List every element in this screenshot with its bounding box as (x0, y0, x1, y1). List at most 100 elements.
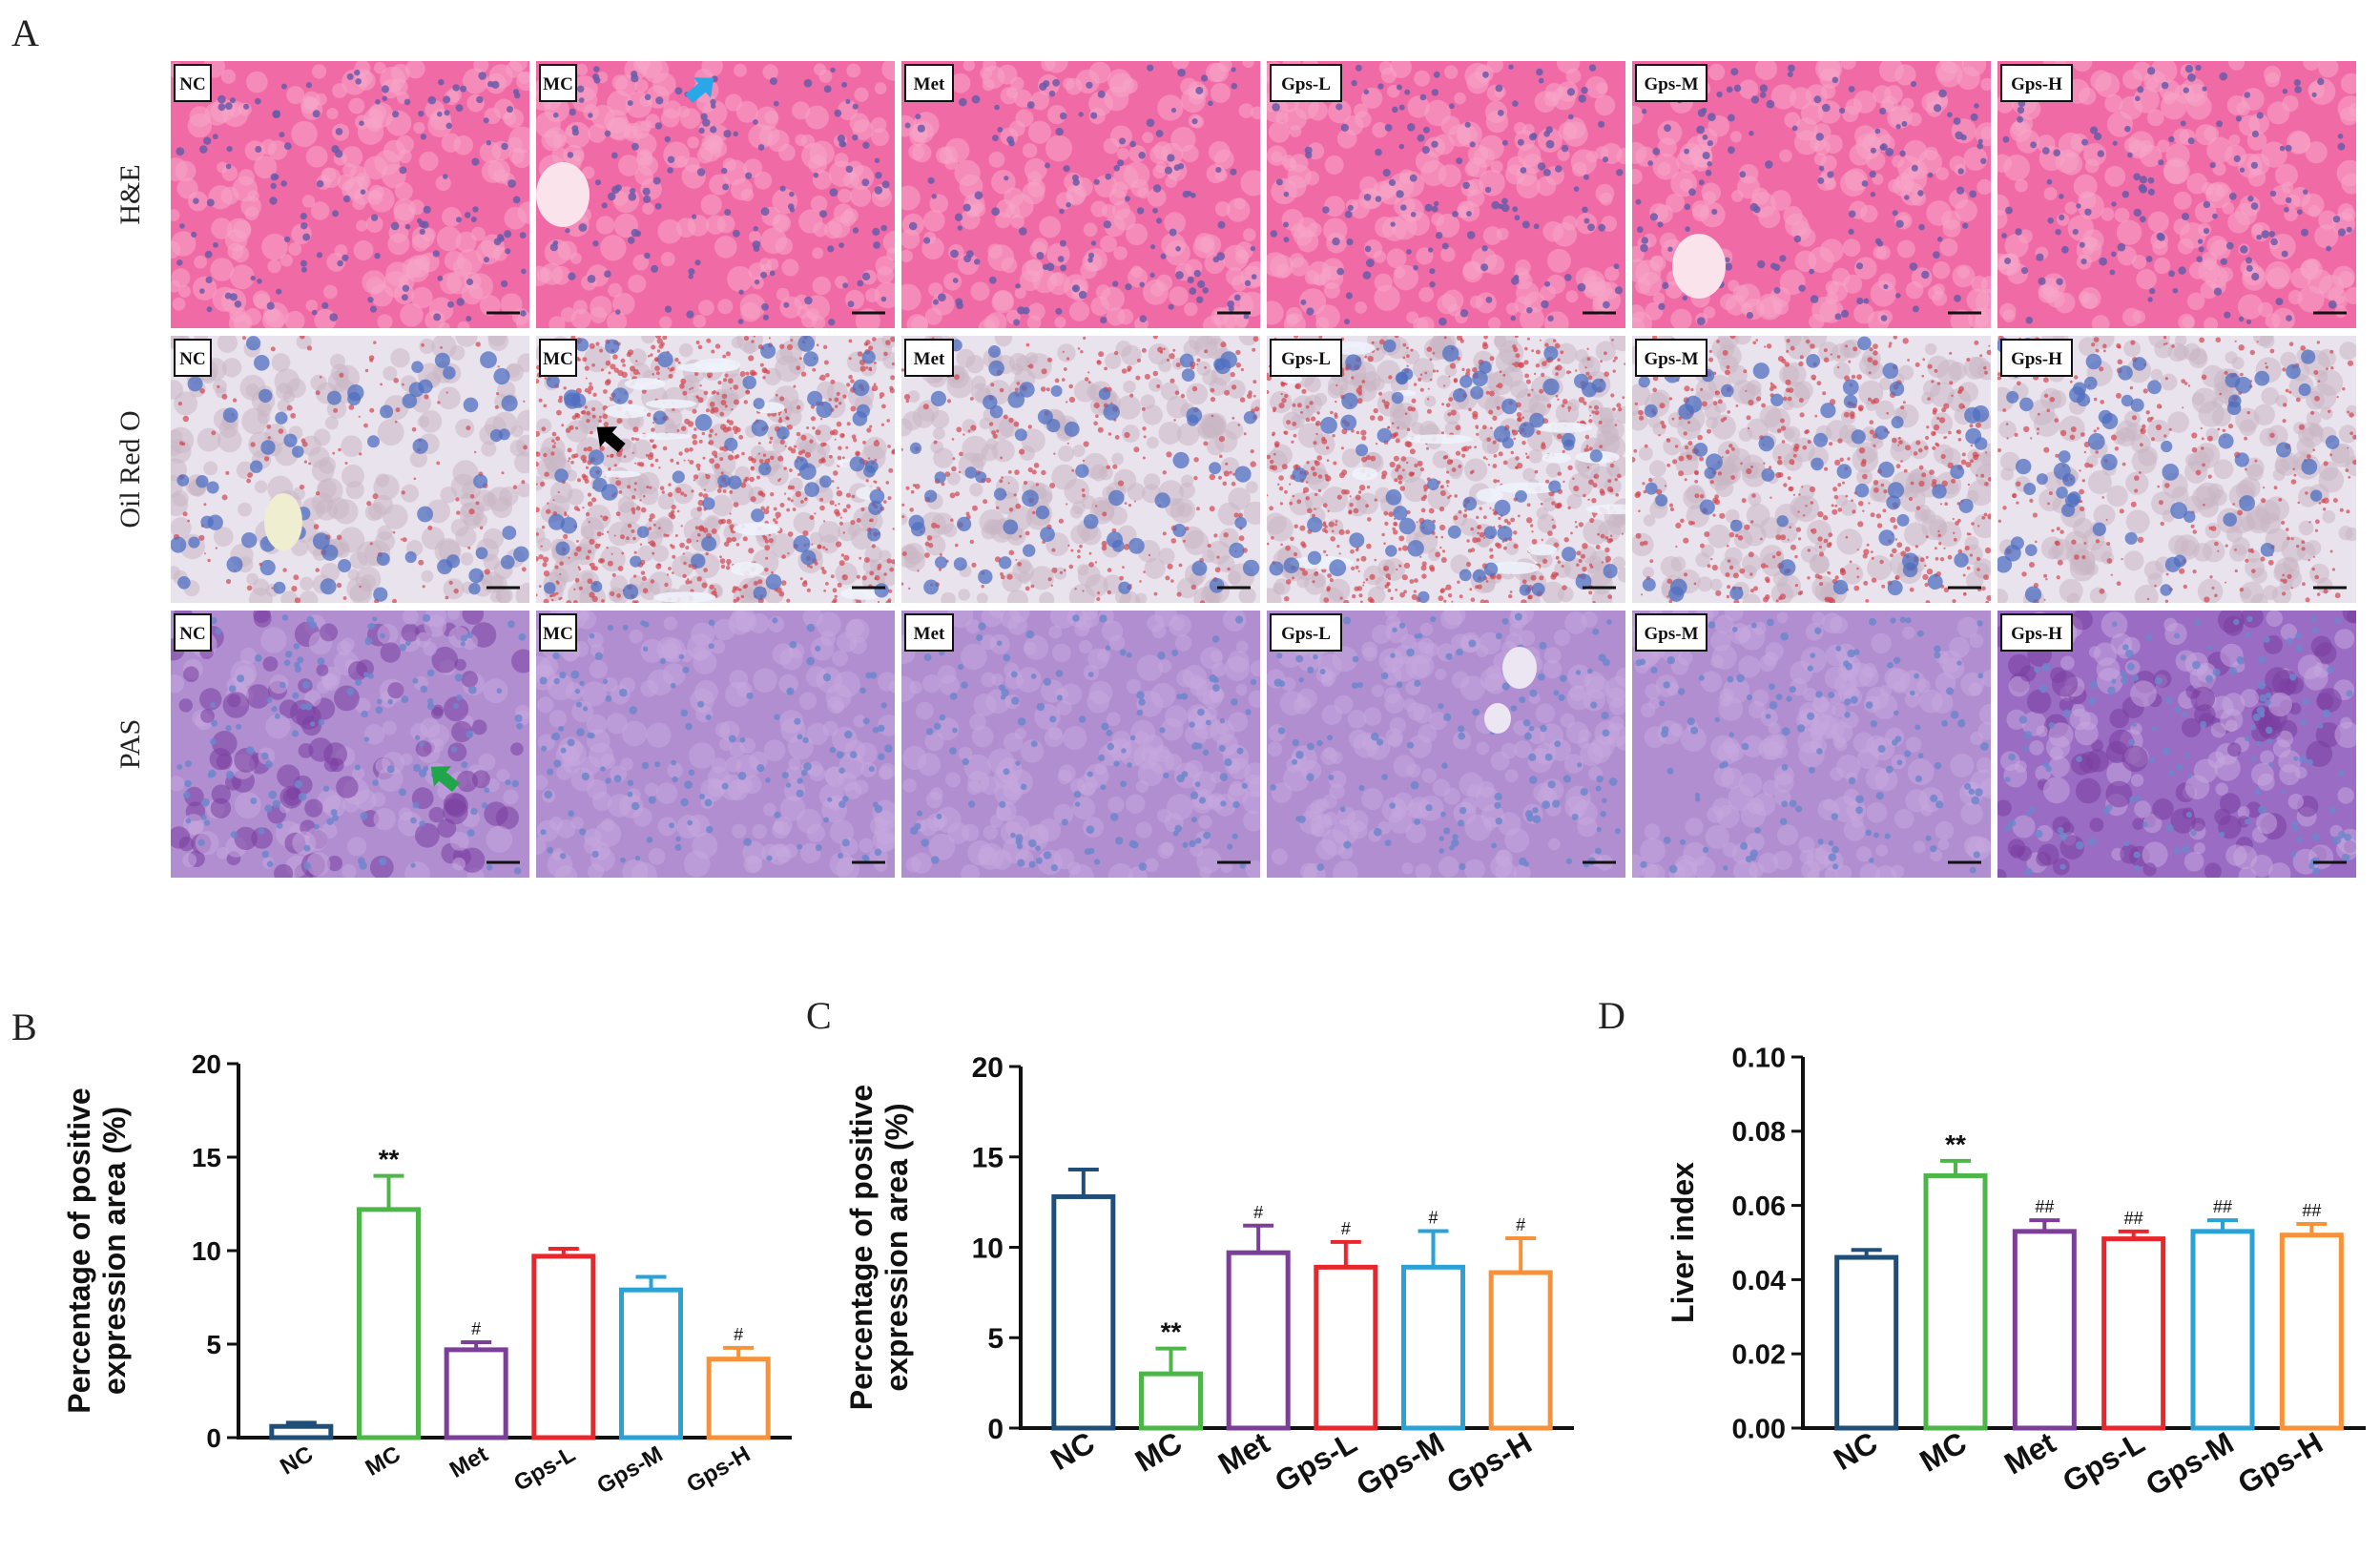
micrograph-tile: Met (901, 336, 1260, 603)
bar-nc (1834, 1254, 1899, 1431)
group-label: Gps-H (2011, 74, 2062, 94)
panel-label-c: C (806, 994, 832, 1037)
x-tick-label: MC (362, 1441, 405, 1481)
y-axis-title-line: Liver index (1666, 1162, 1700, 1323)
y-tick-label: 0.10 (1732, 1043, 1786, 1073)
micrograph-tile: NC (171, 336, 529, 603)
micrograph-tile: MC (536, 336, 895, 603)
y-tick-label: 0 (206, 1423, 221, 1453)
x-tick-label: MC (1914, 1425, 1972, 1479)
row-label: Oil Red O (114, 410, 146, 528)
group-label-box (539, 339, 577, 377)
group-label: Met (914, 624, 945, 644)
group-label-box (1635, 339, 1707, 377)
panel-label-a: A (11, 11, 39, 54)
significance-label: ** (379, 1145, 400, 1174)
panel-a-micrographs: A H&E Oil Red O PAS NC MC Met Gps-L Gps-M Gps-H NC… (11, 11, 2356, 878)
x-tick-label: NC (1045, 1425, 1100, 1477)
group-label-box (1635, 64, 1707, 102)
y-axis-title: Percentage of positiveexpression area (%… (844, 1085, 914, 1410)
group-label: Gps-H (2011, 349, 2062, 369)
group-label: Gps-H (2011, 624, 2062, 644)
y-tick-label: 5 (206, 1330, 221, 1359)
group-label-box (539, 64, 577, 102)
y-tick-label: 10 (192, 1236, 221, 1266)
x-tick-label: Gps-H (1441, 1425, 1538, 1501)
y-tick-label: 0.00 (1732, 1414, 1786, 1444)
chart-panel-c: C 0 5 10 15 20 Percentage of positiveexpressio… (806, 994, 1574, 1502)
significance-label: # (471, 1319, 481, 1338)
group-label: Gps-L (1281, 349, 1331, 369)
significance-label: ## (2035, 1197, 2054, 1216)
y-tick-label: 10 (972, 1233, 1004, 1264)
significance-label: # (1253, 1203, 1263, 1222)
annotation-arrow-icon (596, 426, 626, 453)
y-tick-label: 20 (192, 1049, 221, 1079)
significance-label: ## (2302, 1201, 2321, 1220)
x-tick-label: Gps-H (2232, 1425, 2328, 1501)
y-axis-title: Percentage of positiveexpression area (%… (62, 1088, 132, 1413)
y-tick-label: 0.06 (1732, 1191, 1786, 1222)
y-tick-label: 5 (987, 1323, 1004, 1355)
significance-label: ## (2213, 1197, 2232, 1216)
bar-met (1226, 1250, 1291, 1431)
x-tick-label: Gps-M (2140, 1425, 2239, 1502)
bar-gps-l (531, 1254, 596, 1440)
group-label: NC (179, 74, 205, 94)
group-label-box (174, 64, 212, 102)
micrograph-tile: Gps-H (1997, 61, 2356, 328)
x-tick-label: Gps-L (2057, 1425, 2150, 1499)
micrograph-tile: Gps-L (1267, 336, 1625, 603)
chart-panel-b: B 0 5 10 15 20 Percentage of positiveexpressio… (11, 1005, 792, 1500)
significance-label: ## (2124, 1209, 2143, 1228)
x-tick-label: NC (1828, 1425, 1883, 1477)
group-label-box (174, 339, 212, 377)
bar-nc (1051, 1193, 1116, 1431)
micrograph-tile: Gps-L (1267, 611, 1625, 878)
row-label: H&E (114, 164, 146, 224)
annotation-arrow-icon (430, 766, 460, 793)
micrograph-tile: NC (171, 61, 529, 328)
group-label-box (904, 64, 954, 102)
panel-label-b: B (11, 1005, 37, 1048)
y-tick-label: 0.02 (1732, 1340, 1786, 1371)
x-tick-label: Gps-H (682, 1441, 755, 1498)
micrograph-tile: Met (901, 611, 1260, 878)
y-tick-label: 20 (972, 1052, 1004, 1084)
x-tick-label: MC (1129, 1425, 1188, 1479)
chart-panel-d: D 0.00 0.02 0.04 0.06 0.08 0.10 Liver index NC **… (1598, 994, 2366, 1502)
y-axis-title-line: Percentage of positive (62, 1088, 96, 1413)
group-label-box (1270, 613, 1342, 652)
significance-label: # (1516, 1215, 1525, 1234)
significance-label: # (1428, 1208, 1438, 1227)
x-tick-label: Gps-M (1351, 1425, 1450, 1502)
bar-mc (1139, 1371, 1203, 1431)
bar-gps-m (1401, 1264, 1465, 1431)
micrograph-tile: Gps-L (1267, 61, 1625, 328)
bar-gps-l (1314, 1264, 1378, 1431)
x-tick-label: Gps-L (1269, 1425, 1362, 1499)
group-label-box (539, 613, 577, 652)
y-axis-title-line: expression area (%) (97, 1107, 132, 1395)
annotation-arrow-icon (685, 77, 714, 104)
x-tick-label: Gps-M (592, 1441, 667, 1500)
bar-gps-l (2101, 1236, 2166, 1431)
bar-gps-h (2279, 1233, 2344, 1431)
group-label: MC (543, 624, 573, 644)
significance-label: ** (1945, 1129, 1966, 1159)
bar-gps-m (619, 1287, 683, 1440)
y-tick-label: 0.08 (1732, 1117, 1786, 1148)
micrograph-tile: Met (901, 61, 1260, 328)
micrograph-tile: Gps-M (1632, 611, 1991, 878)
y-axis-title: Liver index (1666, 1162, 1700, 1323)
bar-gps-h (706, 1357, 771, 1440)
group-label-box (904, 339, 954, 377)
micrograph-tile: MC (536, 611, 895, 878)
group-label-box (904, 613, 954, 652)
group-label-box (1635, 613, 1707, 652)
y-axis-title-line: Percentage of positive (844, 1085, 879, 1410)
group-label: Gps-M (1645, 349, 1699, 369)
bar-mc (357, 1207, 421, 1440)
bar-met (2012, 1229, 2077, 1431)
